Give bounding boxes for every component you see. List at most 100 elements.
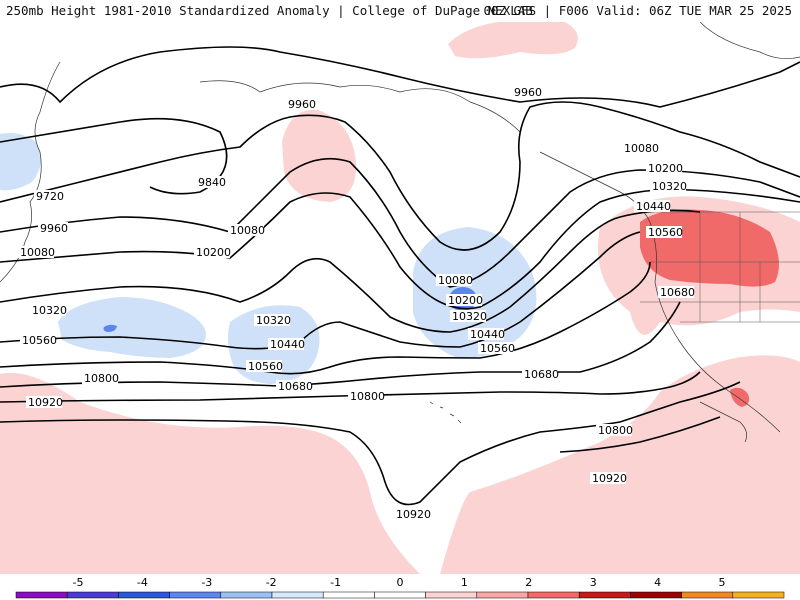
svg-text:9960: 9960 bbox=[288, 98, 316, 111]
coastlines bbox=[0, 22, 800, 443]
colorbar-swatch bbox=[118, 591, 170, 599]
colorbar-swatches bbox=[15, 591, 785, 599]
colorbar-swatch bbox=[374, 591, 426, 599]
contour-label: 10320 bbox=[450, 310, 487, 323]
contour-label: 10920 bbox=[590, 472, 627, 485]
contour-label: 10320 bbox=[254, 314, 291, 327]
contour-label: 10440 bbox=[468, 328, 505, 341]
model-run-valid-time: 00Z GFS | F006 Valid: 06Z TUE MAR 25 202… bbox=[483, 3, 792, 18]
contour-labels: 9960 9960 9840 9720 9960 10080 10080 102… bbox=[18, 86, 695, 521]
svg-text:10560: 10560 bbox=[22, 334, 57, 347]
height-contours bbox=[0, 46, 800, 506]
contour-label: 10440 bbox=[634, 200, 671, 213]
colorbar-swatch bbox=[476, 591, 529, 599]
svg-text:9960: 9960 bbox=[40, 222, 68, 235]
svg-text:10800: 10800 bbox=[84, 372, 119, 385]
colorbar-tick-label: -4 bbox=[137, 576, 148, 589]
svg-text:10680: 10680 bbox=[660, 286, 695, 299]
svg-text:10080: 10080 bbox=[230, 224, 265, 237]
svg-text:9840: 9840 bbox=[198, 176, 226, 189]
svg-text:10800: 10800 bbox=[350, 390, 385, 403]
colorbar-tick-label: 3 bbox=[590, 576, 597, 589]
svg-text:10080: 10080 bbox=[20, 246, 55, 259]
contour-label: 10200 bbox=[446, 294, 483, 307]
contour-label: 10080 bbox=[228, 224, 265, 237]
colorbar-swatch bbox=[630, 591, 682, 599]
contour-label: 10080 bbox=[622, 142, 659, 155]
svg-text:10680: 10680 bbox=[524, 368, 559, 381]
contour-label: 10560 bbox=[478, 342, 515, 355]
colorbar-swatch bbox=[169, 591, 222, 599]
contour-label: 10080 bbox=[18, 246, 55, 259]
svg-text:10200: 10200 bbox=[648, 162, 683, 175]
svg-text:10080: 10080 bbox=[438, 274, 473, 287]
colorbar-tick-label: -5 bbox=[73, 576, 84, 589]
svg-text:10800: 10800 bbox=[598, 424, 633, 437]
svg-text:10320: 10320 bbox=[652, 180, 687, 193]
contour-label: 10320 bbox=[30, 304, 67, 317]
state-borders bbox=[640, 211, 800, 323]
svg-text:10560: 10560 bbox=[480, 342, 515, 355]
svg-text:9960: 9960 bbox=[514, 86, 542, 99]
colorbar-swatch bbox=[15, 591, 68, 599]
map-title: 250mb Height 1981-2010 Standardized Anom… bbox=[6, 3, 533, 18]
svg-text:10560: 10560 bbox=[648, 226, 683, 239]
colorbar-tick-label: -1 bbox=[330, 576, 341, 589]
svg-text:10320: 10320 bbox=[32, 304, 67, 317]
contour-label: 10080 bbox=[436, 274, 473, 287]
svg-text:10080: 10080 bbox=[624, 142, 659, 155]
colorbar-swatch bbox=[425, 591, 478, 599]
svg-text:10440: 10440 bbox=[636, 200, 671, 213]
contour-label: 10680 bbox=[522, 368, 559, 381]
contour-label: 10800 bbox=[82, 372, 119, 385]
svg-text:10320: 10320 bbox=[256, 314, 291, 327]
svg-text:10200: 10200 bbox=[196, 246, 231, 259]
contour-label: 10680 bbox=[276, 380, 313, 393]
colorbar-swatch bbox=[527, 591, 580, 599]
svg-text:9720: 9720 bbox=[36, 190, 64, 203]
contour-label: 10320 bbox=[650, 180, 687, 193]
contour-label: 10800 bbox=[348, 390, 385, 403]
contour-label: 10560 bbox=[246, 360, 283, 373]
colorbar-swatch bbox=[578, 591, 631, 599]
colorbar-tick-label: 0 bbox=[397, 576, 404, 589]
svg-text:10920: 10920 bbox=[592, 472, 627, 485]
colorbar-tick-label: 2 bbox=[525, 576, 532, 589]
svg-text:10920: 10920 bbox=[396, 508, 431, 521]
contour-label: 10560 bbox=[646, 226, 683, 239]
colorbar-swatch bbox=[732, 591, 785, 599]
svg-text:10680: 10680 bbox=[278, 380, 313, 393]
colorbar-tick-label: 4 bbox=[654, 576, 661, 589]
colorbar-swatch bbox=[271, 591, 324, 599]
contour-label: 9720 bbox=[34, 190, 64, 203]
contour-label: 10440 bbox=[268, 338, 305, 351]
contour-label: 9960 bbox=[286, 98, 316, 111]
colorbar-tick-label: 1 bbox=[461, 576, 468, 589]
svg-text:10200: 10200 bbox=[448, 294, 483, 307]
colorbar-swatch bbox=[681, 591, 734, 599]
contour-label: 9840 bbox=[196, 176, 226, 189]
colorbar-tick-label: -3 bbox=[201, 576, 212, 589]
colorbar-swatch bbox=[322, 591, 375, 599]
contour-label: 9960 bbox=[512, 86, 542, 99]
svg-text:10440: 10440 bbox=[270, 338, 305, 351]
svg-text:10920: 10920 bbox=[28, 396, 63, 409]
contour-label: 10920 bbox=[394, 508, 431, 521]
anomaly-map: 9960 9960 9840 9720 9960 10080 10080 102… bbox=[0, 22, 800, 574]
colorbar-tick-label: -2 bbox=[266, 576, 277, 589]
contour-label: 10560 bbox=[20, 334, 57, 347]
colorbar-swatch bbox=[220, 591, 273, 599]
colorbar: -5 -4 -3 -2 -1 0 1 2 3 4 5 bbox=[15, 576, 785, 599]
contour-label: 10680 bbox=[658, 286, 695, 299]
svg-text:10320: 10320 bbox=[452, 310, 487, 323]
contour-label: 10200 bbox=[194, 246, 231, 259]
colorbar-tick-label: 5 bbox=[719, 576, 726, 589]
contour-label: 9960 bbox=[38, 222, 68, 235]
svg-text:10560: 10560 bbox=[248, 360, 283, 373]
contour-label: 10800 bbox=[596, 424, 633, 437]
contour-label: 10920 bbox=[26, 396, 63, 409]
svg-text:10440: 10440 bbox=[470, 328, 505, 341]
colorbar-ticks: -5 -4 -3 -2 -1 0 1 2 3 4 5 bbox=[73, 576, 726, 589]
contour-label: 10200 bbox=[646, 162, 683, 175]
colorbar-swatch bbox=[66, 591, 119, 599]
